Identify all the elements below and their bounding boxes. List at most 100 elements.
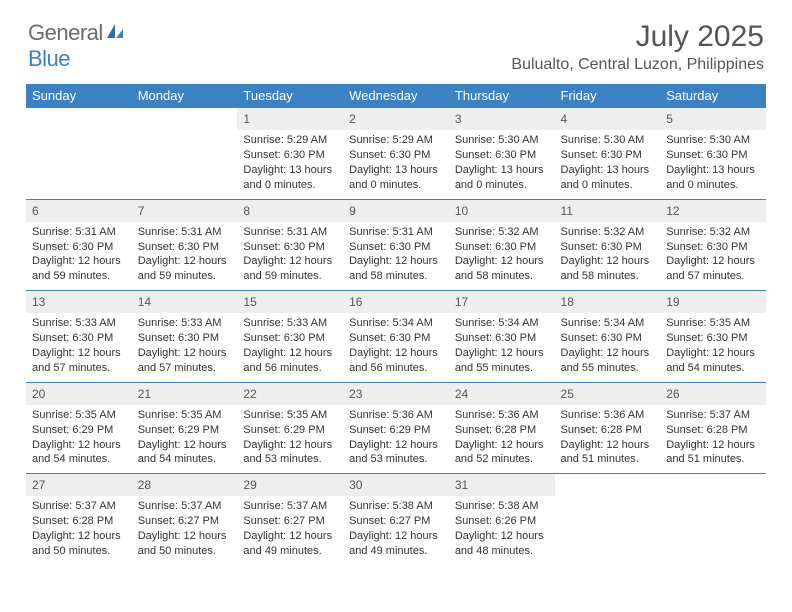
day-data-cell xyxy=(555,496,661,564)
daylight2-text: and 59 minutes. xyxy=(138,269,232,284)
daylight2-text: and 56 minutes. xyxy=(349,361,443,376)
day-number-cell: 23 xyxy=(343,382,449,405)
weekday-header: Sunday xyxy=(26,84,132,108)
brand-blue: Blue xyxy=(28,46,70,71)
day-data-cell: Sunrise: 5:29 AMSunset: 6:30 PMDaylight:… xyxy=(237,130,343,199)
day-number-cell: 4 xyxy=(555,108,661,131)
daylight1-text: Daylight: 12 hours xyxy=(32,529,126,544)
daynum-row: 12345 xyxy=(26,108,766,131)
sunset-text: Sunset: 6:28 PM xyxy=(561,423,655,438)
daylight1-text: Daylight: 12 hours xyxy=(455,529,549,544)
daylight2-text: and 58 minutes. xyxy=(561,269,655,284)
sunrise-text: Sunrise: 5:30 AM xyxy=(666,133,760,148)
daylight1-text: Daylight: 12 hours xyxy=(32,346,126,361)
daylight2-text: and 50 minutes. xyxy=(32,544,126,559)
day-number-cell: 10 xyxy=(449,199,555,222)
daylight1-text: Daylight: 12 hours xyxy=(138,438,232,453)
daylight1-text: Daylight: 12 hours xyxy=(243,438,337,453)
sunset-text: Sunset: 6:30 PM xyxy=(138,331,232,346)
daylight1-text: Daylight: 12 hours xyxy=(561,346,655,361)
day-data-cell: Sunrise: 5:33 AMSunset: 6:30 PMDaylight:… xyxy=(26,313,132,382)
day-data-cell: Sunrise: 5:32 AMSunset: 6:30 PMDaylight:… xyxy=(660,222,766,291)
sunset-text: Sunset: 6:30 PM xyxy=(243,240,337,255)
day-data-cell: Sunrise: 5:34 AMSunset: 6:30 PMDaylight:… xyxy=(449,313,555,382)
day-data-cell: Sunrise: 5:38 AMSunset: 6:26 PMDaylight:… xyxy=(449,496,555,564)
daylight2-text: and 49 minutes. xyxy=(243,544,337,559)
day-number-cell: 14 xyxy=(132,291,238,314)
sunrise-text: Sunrise: 5:30 AM xyxy=(561,133,655,148)
sunrise-text: Sunrise: 5:34 AM xyxy=(349,316,443,331)
daylight2-text: and 51 minutes. xyxy=(666,452,760,467)
daylight2-text: and 59 minutes. xyxy=(243,269,337,284)
data-row: Sunrise: 5:31 AM Sunset: 6:30 PM Daylight:… xyxy=(26,222,766,291)
day-data-cell: Sunrise: 5:32 AMSunset: 6:30 PMDaylight:… xyxy=(449,222,555,291)
daynum-row: 6789101112 xyxy=(26,199,766,222)
day-data-cell: Sunrise: 5:31 AMSunset: 6:30 PMDaylight:… xyxy=(237,222,343,291)
weekday-header: Tuesday xyxy=(237,84,343,108)
day-number-cell: 22 xyxy=(237,382,343,405)
sunrise-text: Sunrise: 5:29 AM xyxy=(349,133,443,148)
data-row: Sunrise: 5:29 AM Sunset: 6:30 PM Daylight:… xyxy=(26,130,766,199)
day-data-cell: Sunrise: 5:35 AMSunset: 6:29 PMDaylight:… xyxy=(132,405,238,474)
daylight1-text: Daylight: 13 hours xyxy=(349,163,443,178)
day-number-cell: 5 xyxy=(660,108,766,131)
daynum-row: 2728293031 xyxy=(26,474,766,497)
day-data-cell: Sunrise: 5:36 AMSunset: 6:28 PMDaylight:… xyxy=(449,405,555,474)
day-number-cell: 9 xyxy=(343,199,449,222)
sunrise-text: Sunrise: 5:35 AM xyxy=(666,316,760,331)
daylight2-text: and 57 minutes. xyxy=(666,269,760,284)
day-data-cell: Sunrise: 5:31 AMSunset: 6:30 PMDaylight:… xyxy=(26,222,132,291)
day-data-cell: Sunrise: 5:35 AMSunset: 6:30 PMDaylight:… xyxy=(660,313,766,382)
day-number-cell: 3 xyxy=(449,108,555,131)
daynum-row: 13141516171819 xyxy=(26,291,766,314)
sunrise-text: Sunrise: 5:33 AM xyxy=(32,316,126,331)
daylight2-text: and 52 minutes. xyxy=(455,452,549,467)
daylight2-text: and 57 minutes. xyxy=(32,361,126,376)
day-data-cell: Sunrise: 5:37 AMSunset: 6:28 PMDaylight:… xyxy=(660,405,766,474)
daylight1-text: Daylight: 12 hours xyxy=(138,254,232,269)
day-data-cell: Sunrise: 5:32 AMSunset: 6:30 PMDaylight:… xyxy=(555,222,661,291)
day-data-cell: Sunrise: 5:36 AMSunset: 6:29 PMDaylight:… xyxy=(343,405,449,474)
day-number-cell: 29 xyxy=(237,474,343,497)
data-row: Sunrise: 5:37 AMSunset: 6:28 PMDaylight:… xyxy=(26,496,766,564)
daylight1-text: Daylight: 13 hours xyxy=(666,163,760,178)
sunset-text: Sunset: 6:30 PM xyxy=(349,240,443,255)
day-number-cell: 21 xyxy=(132,382,238,405)
daylight2-text: and 54 minutes. xyxy=(666,361,760,376)
sunrise-text: Sunrise: 5:31 AM xyxy=(138,225,232,240)
sunset-text: Sunset: 6:30 PM xyxy=(32,331,126,346)
sunrise-text: Sunrise: 5:29 AM xyxy=(243,133,337,148)
weekday-header: Thursday xyxy=(449,84,555,108)
sunset-text: Sunset: 6:30 PM xyxy=(561,148,655,163)
daylight2-text: and 53 minutes. xyxy=(349,452,443,467)
day-number-cell: 6 xyxy=(26,199,132,222)
day-data-cell: Sunrise: 5:37 AMSunset: 6:28 PMDaylight:… xyxy=(26,496,132,564)
sunrise-text: Sunrise: 5:38 AM xyxy=(455,499,549,514)
daylight2-text: and 55 minutes. xyxy=(561,361,655,376)
day-number-cell: 25 xyxy=(555,382,661,405)
sunset-text: Sunset: 6:29 PM xyxy=(138,423,232,438)
day-number-cell xyxy=(132,108,238,131)
daylight1-text: Daylight: 12 hours xyxy=(243,346,337,361)
day-data-cell: Sunrise: 5:33 AMSunset: 6:30 PMDaylight:… xyxy=(132,313,238,382)
brand-general: General xyxy=(28,20,103,45)
daylight1-text: Daylight: 12 hours xyxy=(561,254,655,269)
sunset-text: Sunset: 6:30 PM xyxy=(455,240,549,255)
day-number-cell xyxy=(660,474,766,497)
sunset-text: Sunset: 6:28 PM xyxy=(666,423,760,438)
daylight1-text: Daylight: 12 hours xyxy=(32,438,126,453)
sunrise-text: Sunrise: 5:34 AM xyxy=(561,316,655,331)
data-row: Sunrise: 5:35 AMSunset: 6:29 PMDaylight:… xyxy=(26,405,766,474)
daylight2-text: and 51 minutes. xyxy=(561,452,655,467)
title-block: July 2025 Bulualto, Central Luzon, Phili… xyxy=(511,20,764,74)
day-number-cell: 20 xyxy=(26,382,132,405)
day-data-cell: Sunrise: 5:31 AMSunset: 6:30 PMDaylight:… xyxy=(343,222,449,291)
sunset-text: Sunset: 6:30 PM xyxy=(561,331,655,346)
day-data-cell: Sunrise: 5:37 AMSunset: 6:27 PMDaylight:… xyxy=(237,496,343,564)
weekday-header: Saturday xyxy=(660,84,766,108)
sunrise-text: Sunrise: 5:36 AM xyxy=(455,408,549,423)
daylight2-text: and 0 minutes. xyxy=(349,178,443,193)
sunset-text: Sunset: 6:26 PM xyxy=(455,514,549,529)
daylight1-text: Daylight: 12 hours xyxy=(455,438,549,453)
brand-logo: General Blue xyxy=(28,20,125,72)
